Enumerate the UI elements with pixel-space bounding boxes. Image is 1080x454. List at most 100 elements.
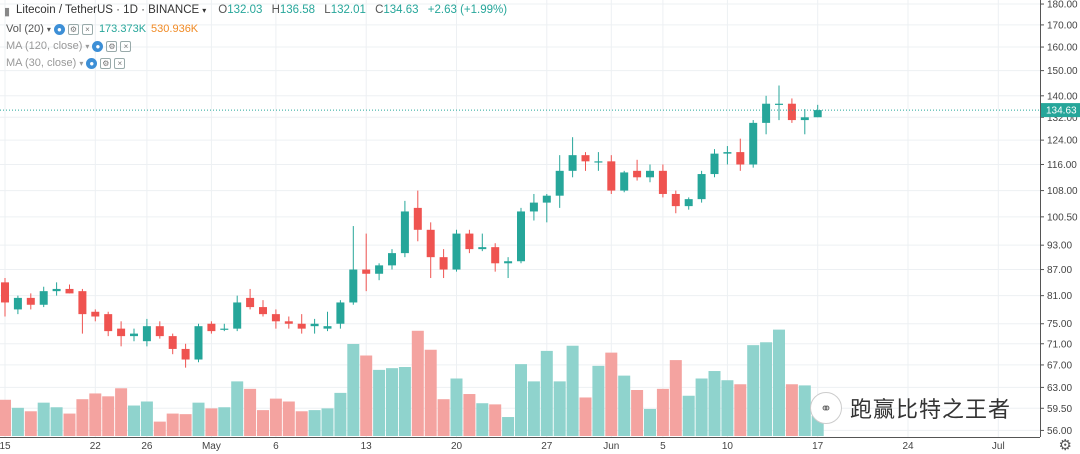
x-tick-label: Jul [992,441,1005,452]
close-label: C [375,4,384,16]
candle-body [658,170,667,194]
symbol-title[interactable]: Litecoin / TetherUS · 1D · BINANCE [16,4,200,16]
volume-bar [373,369,386,436]
x-tick-label: 26 [141,441,153,452]
visibility-icon[interactable]: ● [92,40,104,52]
candle-body [736,152,745,165]
volume-bar [179,414,192,436]
y-tick-label: 100.50 [1047,212,1078,223]
candle-body [787,103,796,121]
dropdown-icon[interactable]: ▾ [202,5,207,15]
y-tick-label: 116.00 [1047,160,1077,171]
volume-bar [747,345,760,436]
candle-body [284,321,293,324]
candle-body [142,326,151,342]
volume-bar [773,329,785,436]
volume-bar [398,367,411,436]
settings-icon[interactable]: ⚙ [106,40,118,52]
candle-body [65,288,74,294]
candle-body [181,348,190,360]
candle-body [362,269,371,274]
volume-bar [424,349,437,436]
volume-bar [656,388,669,436]
candle-body [646,170,654,178]
volume-bar [63,413,76,436]
candle-body [684,199,693,207]
y-tick-label: 160.00 [1047,43,1078,54]
volume-bar [644,408,656,436]
candle-body [465,233,474,250]
candle-body [555,170,564,196]
dropdown-icon[interactable]: ▾ [85,41,90,51]
candle-body [155,326,164,337]
ma120-label[interactable]: MA (120, close) [6,40,83,52]
candle-body [246,297,255,308]
close-icon[interactable]: × [81,23,93,35]
visibility-icon[interactable]: ● [86,57,98,69]
settings-icon[interactable]: ⚙ [100,57,112,69]
candle-body [478,247,487,250]
y-tick-label: 93.00 [1047,241,1072,252]
candle-body [207,323,216,332]
x-tick-label: 13 [361,441,373,452]
candle-body [671,193,680,207]
candle-body [568,155,577,171]
candle-body [400,211,409,254]
candle-body [168,336,177,349]
time-axis: 15 22 26 May 6 13 20 27 Jun 5 10 17 24 Jul [0,437,1040,452]
candle-body [504,261,513,264]
volume-bar [785,384,798,436]
candle-body [517,211,525,262]
volume-bar [37,402,50,436]
volume-bar [708,371,721,436]
x-tick-label: 24 [902,441,914,452]
settings-icon[interactable]: ⚙ [67,23,79,35]
volume-bar [437,399,450,436]
y-tick-label: 81.00 [1047,291,1072,302]
volume-bar [192,402,205,436]
volume-bar [295,411,308,436]
volume-bar [592,365,605,436]
gear-icon[interactable]: ⚙ [1058,437,1072,454]
candle-body [413,207,422,230]
x-tick-label: Jun [603,441,619,452]
collapse-icon[interactable]: ▮ [4,6,11,18]
close-icon[interactable]: × [114,57,126,69]
volume-bar [244,388,257,436]
ohlc-values: O132.03 H136.58 L132.01 C134.63 +2.63 (+… [212,4,507,16]
volume-bar [411,330,424,436]
volume-bar [24,411,37,436]
ma30-label[interactable]: MA (30, close) [6,57,77,69]
volume-bar [140,401,153,436]
candle-body [104,314,113,332]
candle-body [78,291,87,315]
candle-body [117,328,126,337]
candle-body [723,152,732,154]
candle-body [388,253,396,266]
candle-body [800,117,809,121]
visibility-icon[interactable]: ● [53,23,65,35]
volume-bar [489,404,502,436]
price-axis-bg [1040,0,1080,454]
candle-body [52,288,61,292]
wechat-icon: ⚭ [810,392,842,424]
y-tick-label: 71.00 [1047,339,1072,350]
vol-label[interactable]: Vol (20) [6,23,44,35]
ma120-legend: MA (120, close) ▾ ● ⚙ × [6,40,132,52]
vol-value-up: 173.373K [98,23,147,35]
candle-body [697,174,706,200]
volume-bar [540,350,553,436]
candle-body [749,122,758,165]
chart-legend-title: Litecoin / TetherUS · 1D · BINANCE ▾ O13… [16,4,507,16]
volume-bar [269,398,282,436]
candle-body [607,161,616,191]
last-price-label: 134.63 [1046,106,1077,117]
dropdown-icon[interactable]: ▾ [46,24,51,34]
close-icon[interactable]: × [120,40,132,52]
x-tick-label: 5 [660,441,666,452]
volume-bar [579,397,592,436]
candle-body [452,233,461,270]
dropdown-icon[interactable]: ▾ [79,58,84,68]
volume-bar [502,417,515,436]
